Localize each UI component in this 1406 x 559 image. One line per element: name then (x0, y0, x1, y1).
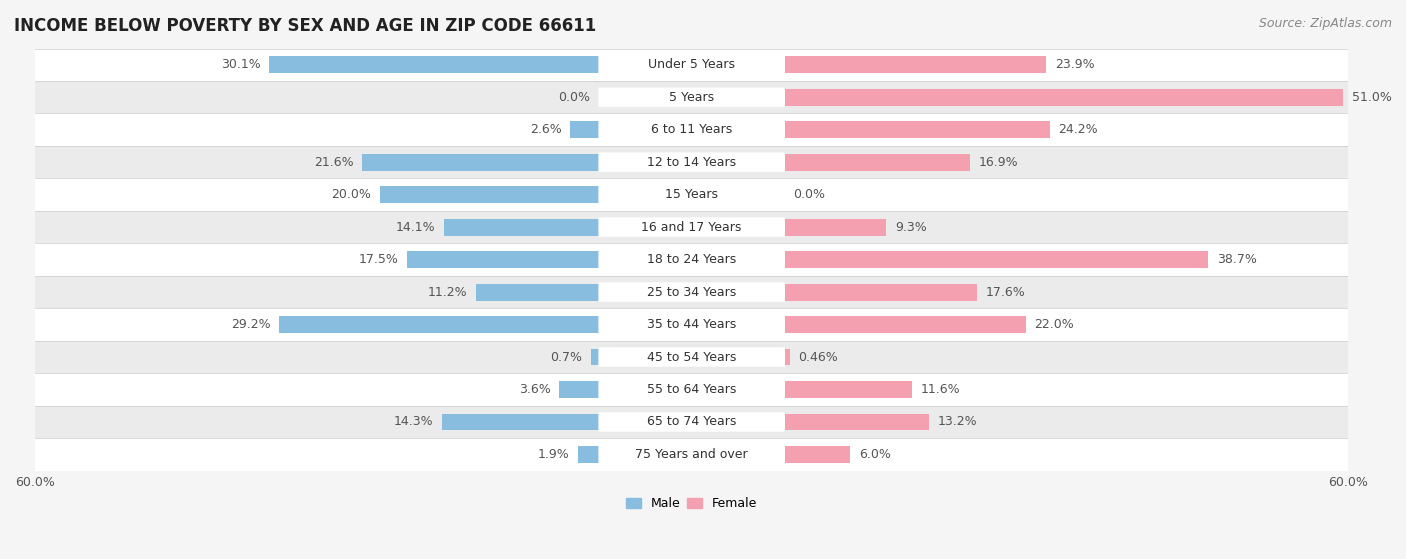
Text: 24.2%: 24.2% (1059, 123, 1098, 136)
Text: 2.6%: 2.6% (530, 123, 561, 136)
Bar (269, 56, 599, 73)
Bar (408, 251, 599, 268)
Bar (785, 349, 790, 366)
Bar (35, 373, 1348, 406)
Bar (785, 283, 977, 301)
Text: 14.3%: 14.3% (394, 415, 433, 428)
Text: 3.6%: 3.6% (519, 383, 551, 396)
Text: 11.6%: 11.6% (921, 383, 960, 396)
Bar (380, 186, 599, 203)
Text: 0.0%: 0.0% (793, 188, 825, 201)
Bar (785, 446, 851, 463)
Text: 12 to 14 Years: 12 to 14 Years (647, 156, 737, 169)
Bar (35, 341, 1348, 373)
Text: 25 to 34 Years: 25 to 34 Years (647, 286, 737, 299)
Text: Under 5 Years: Under 5 Years (648, 58, 735, 72)
Bar (441, 414, 599, 430)
Text: 30.1%: 30.1% (221, 58, 260, 72)
FancyBboxPatch shape (599, 88, 785, 107)
Text: 6.0%: 6.0% (859, 448, 891, 461)
FancyBboxPatch shape (599, 347, 785, 367)
Text: 21.6%: 21.6% (314, 156, 353, 169)
Text: 9.3%: 9.3% (896, 221, 927, 234)
Bar (785, 219, 887, 235)
Text: 13.2%: 13.2% (938, 415, 977, 428)
Bar (444, 219, 599, 235)
Text: 65 to 74 Years: 65 to 74 Years (647, 415, 737, 428)
FancyBboxPatch shape (599, 217, 785, 237)
Text: 0.7%: 0.7% (550, 350, 582, 363)
FancyBboxPatch shape (599, 380, 785, 399)
Bar (560, 381, 599, 398)
Bar (35, 178, 1348, 211)
Bar (35, 81, 1348, 113)
Legend: Male, Female: Male, Female (621, 492, 762, 515)
Bar (278, 316, 599, 333)
Text: 45 to 54 Years: 45 to 54 Years (647, 350, 737, 363)
Bar (571, 121, 599, 138)
Text: 18 to 24 Years: 18 to 24 Years (647, 253, 737, 266)
Bar (591, 349, 599, 366)
Text: 22.0%: 22.0% (1035, 318, 1074, 331)
Bar (35, 438, 1348, 471)
Bar (785, 251, 1208, 268)
Text: 51.0%: 51.0% (1351, 91, 1392, 104)
Text: 6 to 11 Years: 6 to 11 Years (651, 123, 733, 136)
Bar (35, 146, 1348, 178)
Text: 14.1%: 14.1% (396, 221, 436, 234)
Text: 11.2%: 11.2% (427, 286, 467, 299)
Bar (35, 406, 1348, 438)
Text: 1.9%: 1.9% (537, 448, 569, 461)
Bar (785, 154, 970, 170)
Text: 17.6%: 17.6% (986, 286, 1026, 299)
Text: 16 and 17 Years: 16 and 17 Years (641, 221, 742, 234)
Bar (785, 414, 929, 430)
FancyBboxPatch shape (599, 120, 785, 139)
FancyBboxPatch shape (599, 55, 785, 74)
Text: 15 Years: 15 Years (665, 188, 718, 201)
FancyBboxPatch shape (599, 282, 785, 302)
Bar (35, 309, 1348, 341)
Bar (363, 154, 599, 170)
FancyBboxPatch shape (599, 250, 785, 269)
FancyBboxPatch shape (599, 412, 785, 432)
Bar (785, 316, 1025, 333)
Text: 23.9%: 23.9% (1054, 58, 1095, 72)
Bar (35, 276, 1348, 309)
Bar (35, 49, 1348, 81)
Text: 17.5%: 17.5% (359, 253, 398, 266)
Text: 55 to 64 Years: 55 to 64 Years (647, 383, 737, 396)
Bar (785, 121, 1050, 138)
Bar (785, 89, 1343, 106)
Bar (785, 56, 1046, 73)
Text: 75 Years and over: 75 Years and over (636, 448, 748, 461)
Bar (35, 211, 1348, 243)
Text: 35 to 44 Years: 35 to 44 Years (647, 318, 737, 331)
Bar (578, 446, 599, 463)
Text: 29.2%: 29.2% (231, 318, 270, 331)
Bar (35, 113, 1348, 146)
Text: 0.46%: 0.46% (799, 350, 838, 363)
Bar (785, 381, 911, 398)
Bar (35, 243, 1348, 276)
Text: 0.0%: 0.0% (558, 91, 591, 104)
FancyBboxPatch shape (599, 185, 785, 205)
FancyBboxPatch shape (599, 315, 785, 334)
FancyBboxPatch shape (599, 444, 785, 464)
Text: 38.7%: 38.7% (1218, 253, 1257, 266)
Text: 20.0%: 20.0% (330, 188, 371, 201)
Text: INCOME BELOW POVERTY BY SEX AND AGE IN ZIP CODE 66611: INCOME BELOW POVERTY BY SEX AND AGE IN Z… (14, 17, 596, 35)
Text: 16.9%: 16.9% (979, 156, 1018, 169)
Text: 5 Years: 5 Years (669, 91, 714, 104)
Bar (477, 283, 599, 301)
FancyBboxPatch shape (599, 153, 785, 172)
Text: Source: ZipAtlas.com: Source: ZipAtlas.com (1258, 17, 1392, 30)
